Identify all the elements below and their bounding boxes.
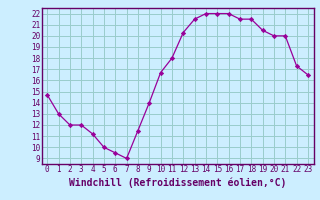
X-axis label: Windchill (Refroidissement éolien,°C): Windchill (Refroidissement éolien,°C) — [69, 177, 286, 188]
